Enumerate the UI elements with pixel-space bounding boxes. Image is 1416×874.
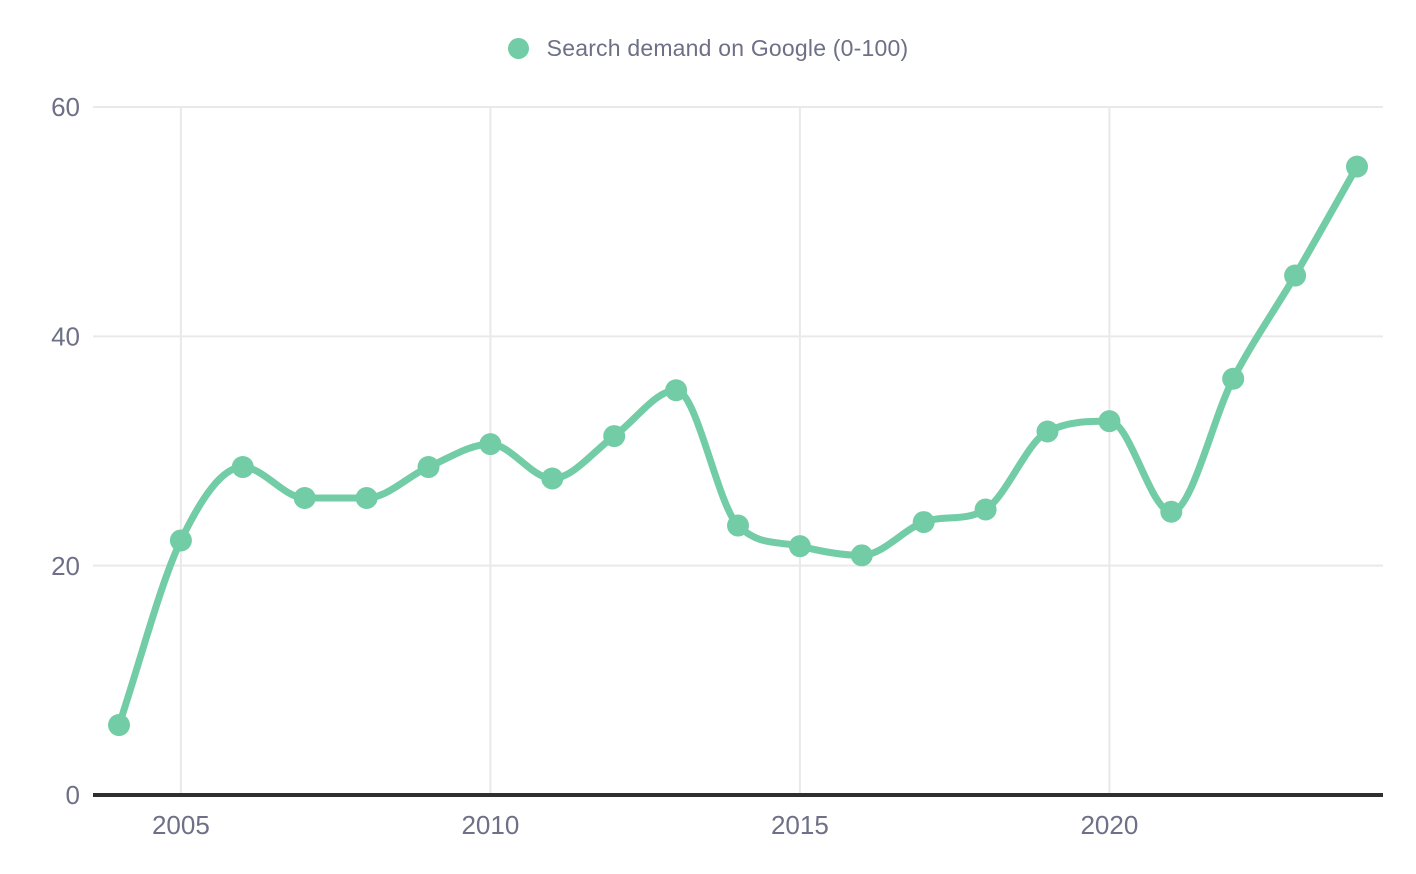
x-axis-tick-label-2015: 2015 [771, 810, 829, 840]
data-point-2014 [727, 514, 749, 537]
data-point-2011 [541, 467, 564, 490]
data-point-2012 [603, 425, 626, 448]
data-point-2021 [1160, 500, 1183, 523]
series-line [115, 163, 1361, 729]
legend-dot-icon [507, 38, 529, 60]
data-point-2009 [417, 456, 440, 479]
legend-item-search-demand[interactable]: Search demand on Google (0-100) [0, 35, 1416, 61]
data-point-2020 [1098, 410, 1121, 433]
data-point-2019 [1036, 420, 1059, 443]
data-point-2006 [231, 456, 254, 479]
x-axis-tick-label-2005: 2005 [152, 810, 210, 840]
y-axis-tick-label-60: 60 [51, 92, 80, 122]
data-point-2008 [355, 487, 378, 510]
data-point-2022 [1222, 367, 1245, 390]
data-point-2016 [850, 544, 873, 567]
data-point-2018 [974, 498, 997, 521]
data-point-2004 [108, 714, 130, 737]
x-axis-tick-label-2010: 2010 [461, 810, 519, 840]
y-axis-tick-label-40: 40 [51, 321, 80, 351]
x-axis-tick-label-2020: 2020 [1080, 810, 1138, 840]
data-point-2015 [788, 535, 811, 558]
y-axis-tick-label-20: 20 [51, 551, 80, 581]
data-point-2010 [479, 433, 502, 456]
data-point-2017 [912, 511, 935, 534]
data-point-2024 [1346, 155, 1368, 178]
data-point-2023 [1284, 264, 1307, 287]
legend-label: Search demand on Google (0-100) [546, 35, 909, 61]
data-point-2013 [665, 379, 688, 402]
data-point-2005 [169, 529, 192, 552]
data-point-2007 [293, 487, 316, 510]
y-axis-tick-label-0: 0 [66, 780, 80, 810]
